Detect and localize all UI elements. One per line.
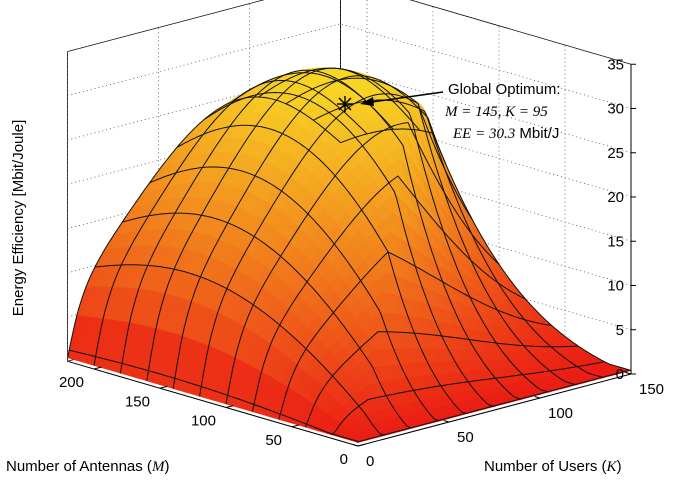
annotation-params: M = 145, K = 95 xyxy=(444,104,548,120)
k-tick-label: 50 xyxy=(457,429,474,446)
k-tick-label: 0 xyxy=(366,453,374,470)
m-tick-label: 50 xyxy=(265,432,282,449)
z-tick-label: 0 xyxy=(616,366,624,383)
m-tick-label: 0 xyxy=(340,451,348,468)
m-tick-label: 150 xyxy=(125,393,150,410)
z-tick-label: 20 xyxy=(607,189,624,206)
k-tick-label: 150 xyxy=(639,381,664,398)
k-tick-mark xyxy=(353,444,358,446)
k-tick-label: 100 xyxy=(548,405,573,422)
z-tick-label: 30 xyxy=(607,101,624,118)
annotation-ee-value: EE = 30.3 xyxy=(452,126,515,142)
m-tick-label: 200 xyxy=(59,374,84,391)
z-tick-label: 10 xyxy=(607,278,624,295)
x-axis-label: Number of Antennas (M) xyxy=(6,458,169,475)
z-axis-label: Energy Efficiency [Mbit/Joule] xyxy=(10,120,27,316)
k-tick-mark xyxy=(535,396,540,398)
annotation-title: Global Optimum: xyxy=(448,81,561,98)
z-tick-label: 25 xyxy=(607,145,624,162)
m-tick-mark xyxy=(358,444,365,446)
m-tick-mark xyxy=(292,425,299,427)
m-tick-mark xyxy=(94,367,101,369)
optimum-marker xyxy=(337,96,353,112)
z-tick-label: 15 xyxy=(607,233,624,250)
y-axis-label-text: Number of Users xyxy=(484,458,597,475)
annotation-m: M = 145 xyxy=(444,104,498,120)
m-tick-mark xyxy=(226,406,233,408)
annotation-k: K = 95 xyxy=(504,104,548,120)
k-tick-mark xyxy=(444,420,449,422)
y-axis-label: Number of Users (K) xyxy=(484,458,622,475)
z-tick-label: 35 xyxy=(607,56,624,73)
annotation-ee-unit: Mbit/J xyxy=(519,125,559,142)
x-axis-label-text: Number of Antennas xyxy=(6,458,143,475)
m-tick-mark xyxy=(160,386,167,388)
annotation-ee: EE = 30.3 Mbit/J xyxy=(452,125,559,142)
m-tick-label: 100 xyxy=(191,413,216,430)
z-tick-label: 5 xyxy=(616,322,624,339)
